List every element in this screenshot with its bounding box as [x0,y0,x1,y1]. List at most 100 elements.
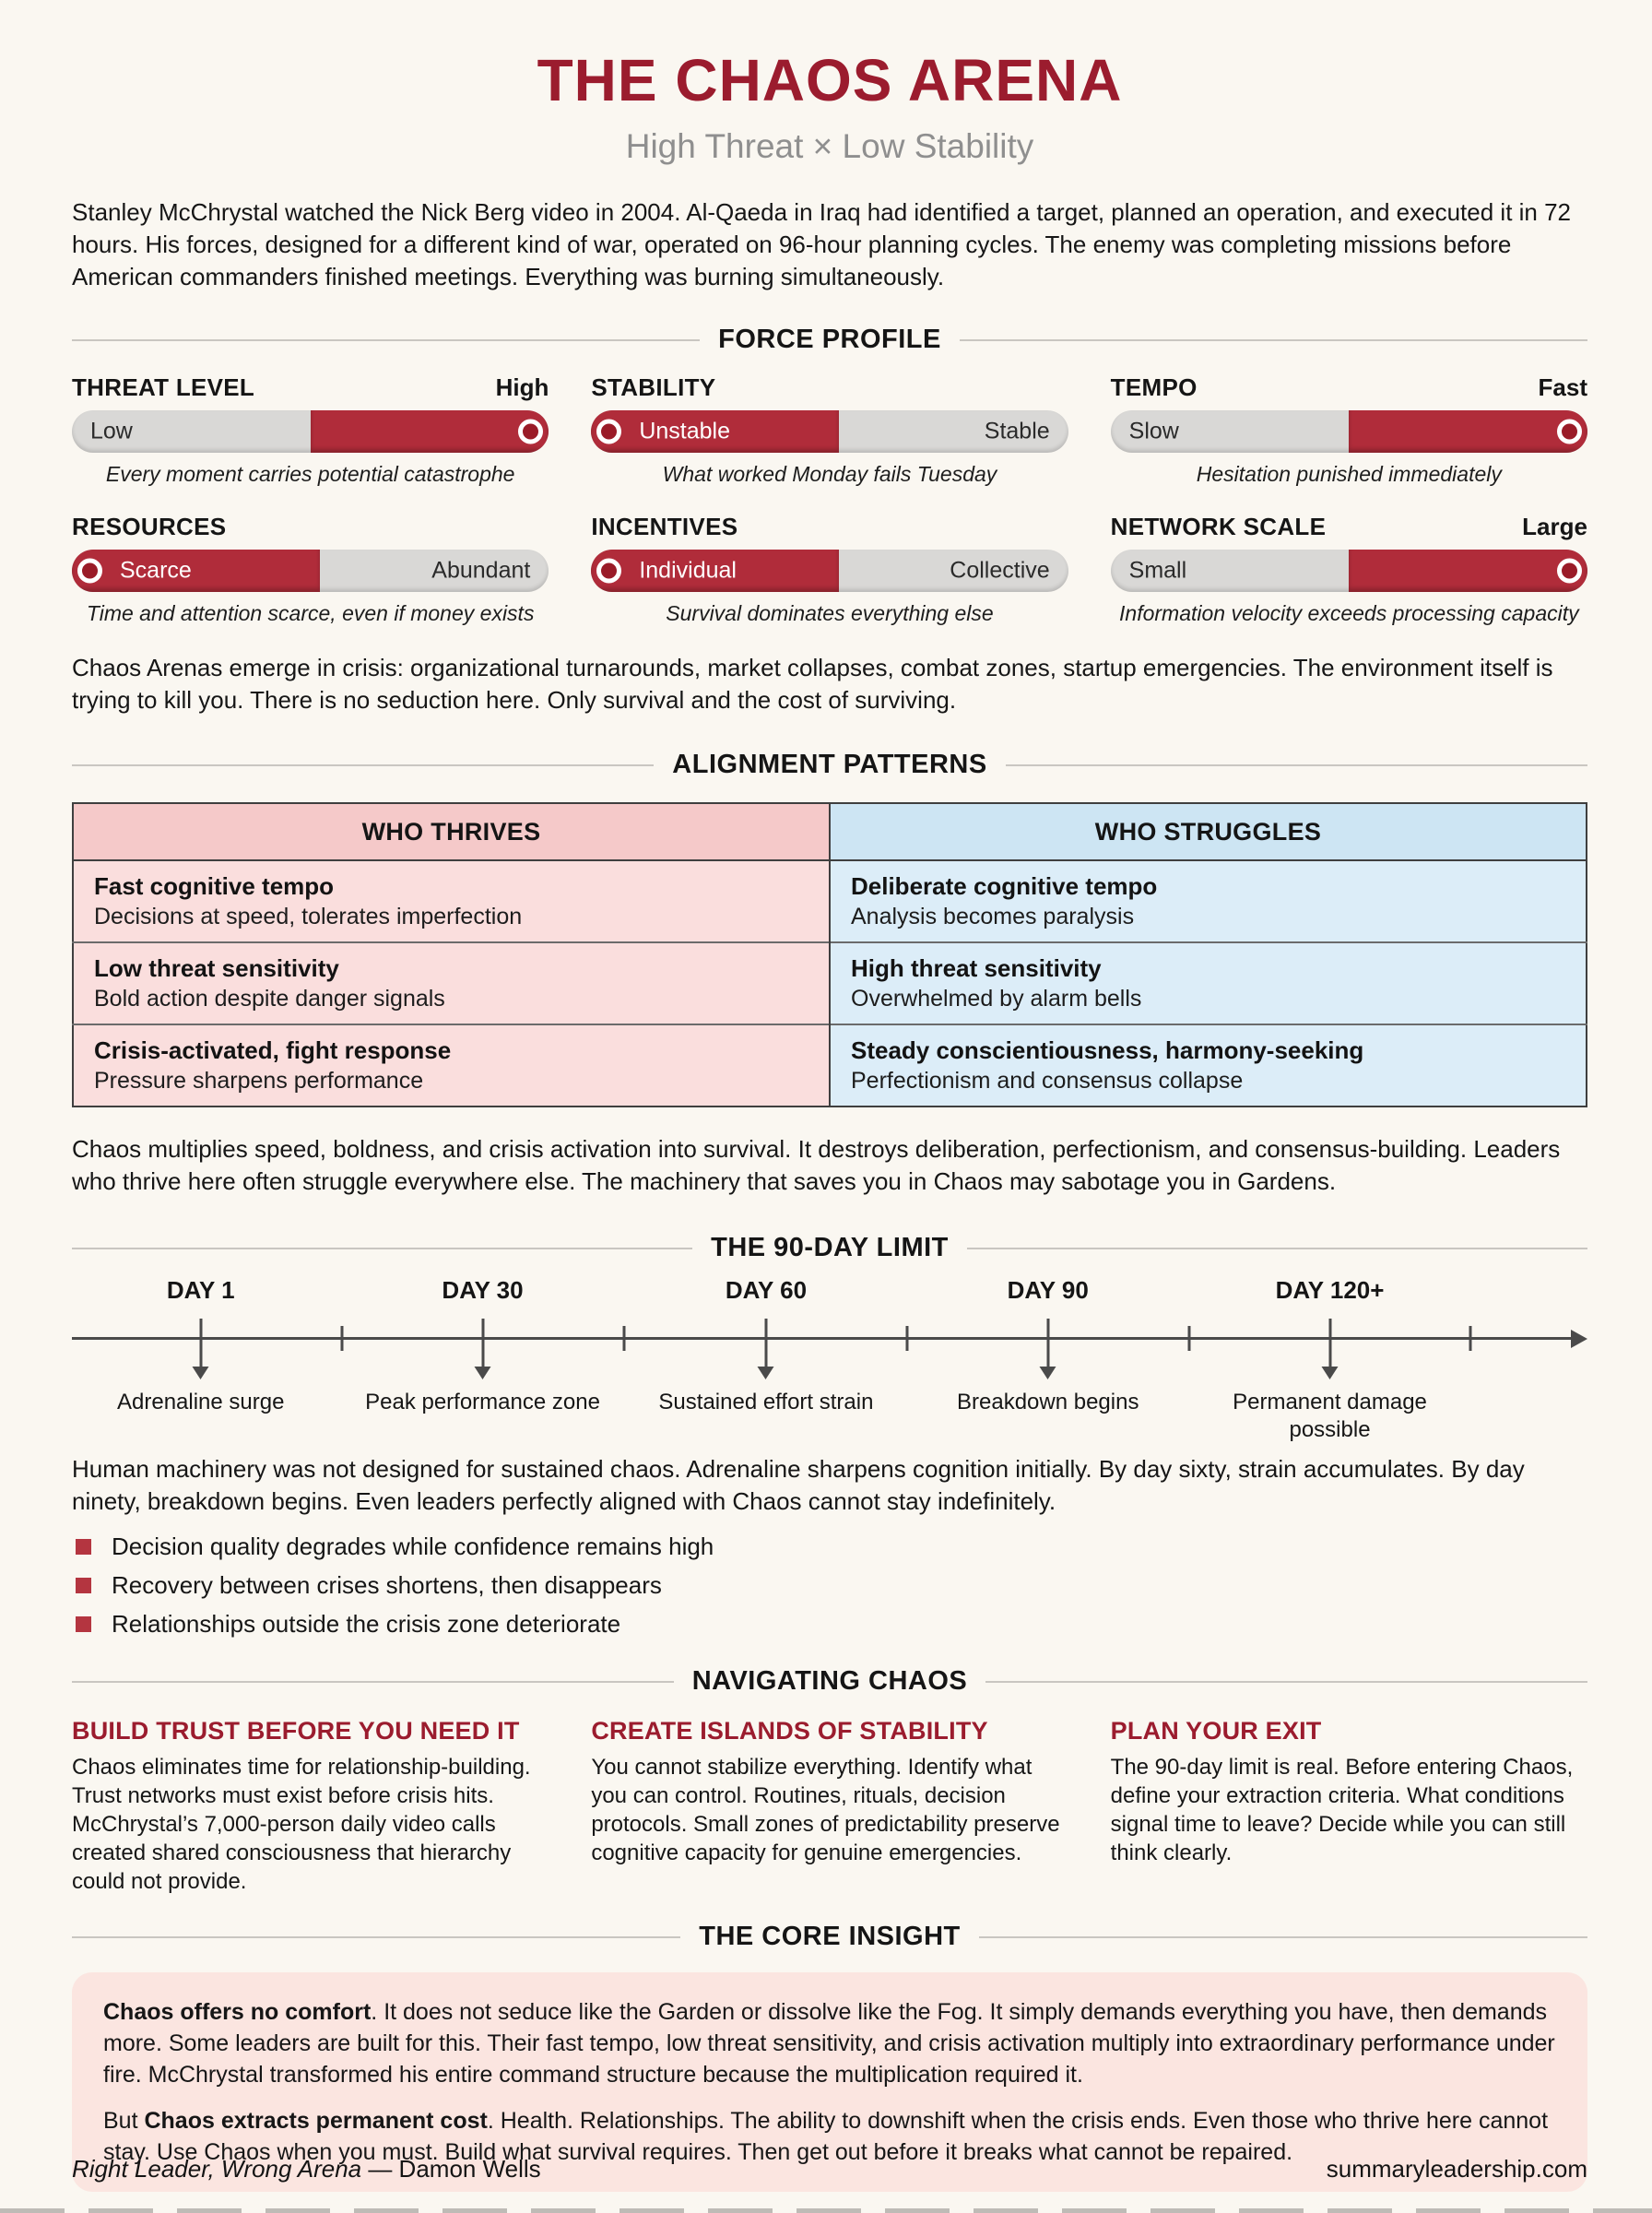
stability-slider: Unstable Stable [591,410,1068,453]
source-author: — Damon Wells [361,2155,541,2183]
slider-track-label: Low [90,418,133,444]
cell-desc: Bold action despite danger signals [94,986,445,1012]
source-attribution: Right Leader, Wrong Arena — Damon Wells [72,2155,541,2183]
slider-fill [591,410,840,453]
cell-desc: Perfectionism and consensus collapse [851,1068,1244,1094]
slider-fill [310,410,549,453]
struggles-cell: Steady conscientiousness, harmony-seekin… [830,1024,1587,1106]
core-insight-box: Chaos offers no comfort. It does not sed… [72,1972,1587,2192]
slider-knob-label: Scarce [120,557,192,584]
timeline-arrowhead-icon [1571,1329,1587,1348]
timeline-milestone-label: Permanent damage possible [1233,1390,1427,1442]
slider-track-label: Small [1128,557,1187,584]
divider-line [985,1680,1588,1683]
timeline-tick [1187,1326,1191,1351]
slider-knob [518,419,544,444]
divider-line [72,1680,674,1683]
metric-header: TEMPO Fast [1111,373,1587,403]
thrives-cell: Fast cognitive tempo Decisions at speed,… [73,859,831,942]
metric-header: INCENTIVES [591,513,1068,542]
nav-column-title: BUILD TRUST BEFORE YOU NEED IT [72,1717,520,1745]
divider-line [72,1935,681,1938]
metric-caption: Hesitation punished immediately [1196,462,1502,486]
bullet-square-icon [76,1578,91,1593]
page-subtitle: High Threat × Low Stability [625,127,1034,165]
alignment-table: WHO THRIVES WHO STRUGGLES Fast cognitive… [72,802,1587,1107]
metric-caption: What worked Monday fails Tuesday [662,462,997,486]
nav-column-title: CREATE ISLANDS OF STABILITY [591,1717,988,1745]
metric-caption: Survival dominates everything else [666,601,994,625]
timeline-axis [72,1319,1587,1389]
metric-value-label: Fast [1538,373,1587,401]
bullet-square-icon [76,1616,91,1632]
slider-knob-label: Individual [639,557,737,584]
insight-text: . Health. Relationships. The ability to … [103,2108,1549,2165]
bullet-text: Recovery between crises shortens, then d… [112,1571,662,1599]
timeline-day: DAY 1 [166,1276,235,1304]
metric-header: THREAT LEVEL High [72,373,549,403]
nav-column-build-trust: BUILD TRUST BEFORE YOU NEED IT Chaos eli… [72,1717,549,1896]
column-header-who-thrives: WHO THRIVES [73,803,831,861]
cell-title: Steady conscientiousness, harmony-seekin… [851,1036,1364,1064]
metric-resources: RESOURCES Scarce Abundant Time and atten… [72,513,549,626]
navigating-chaos-heading: NAVIGATING CHAOS [691,1666,968,1696]
timeline-down-arrow-icon [1328,1319,1332,1367]
alignment-patterns-heading: ALIGNMENT PATTERNS [672,750,987,779]
list-item: Relationships outside the crisis zone de… [76,1610,1587,1639]
ninety-day-timeline: DAY 1 DAY 30 DAY 60 DAY 90 DAY 120+ Adre… [72,1276,1587,1444]
struggles-cell: Deliberate cognitive tempo Analysis beco… [830,859,1587,942]
slider-knob [596,419,622,444]
resources-slider: Scarce Abundant [72,550,549,592]
divider-line [966,1247,1587,1249]
source-book-title: Right Leader, Wrong Arena [72,2155,362,2183]
cell-title: High threat sensitivity [851,954,1102,982]
divider-line [72,338,701,341]
timeline-day: DAY 90 [1007,1276,1089,1304]
timeline-tick [340,1326,344,1351]
insight-text: . It does not seduce like the Garden or … [103,1999,1555,2088]
divider-line [978,1935,1588,1938]
table-row: Low threat sensitivity Bold action despi… [73,941,1587,1024]
core-insight-paragraph: But Chaos extracts permanent cost. Healt… [103,2105,1556,2168]
timeline-milestone-label: Adrenaline surge [117,1390,285,1414]
alignment-outro: Chaos multiplies speed, boldness, and cr… [72,1135,1561,1195]
degradation-bullet-list: Decision quality degrades while confiden… [72,1533,1587,1639]
insight-bold-lead: Chaos offers no comfort [103,1999,372,2025]
timeline-down-arrow-icon [764,1319,768,1367]
bullet-square-icon [76,1539,91,1555]
website-link[interactable]: summaryleadership.com [1326,2155,1587,2183]
timeline-down-arrow-icon [1046,1319,1050,1367]
nav-column-body: You cannot stabilize everything. Identif… [591,1755,1060,1865]
slider-fill [72,550,320,592]
timeline-day: DAY 60 [725,1276,808,1304]
cell-title: Crisis-activated, fight response [94,1036,452,1064]
bullet-text: Decision quality degrades while confiden… [112,1533,714,1560]
nav-column-body: Chaos eliminates time for relationship-b… [72,1755,531,1894]
metric-name: INCENTIVES [591,513,738,540]
slider-track-label: Abundant [431,557,531,584]
nav-column-islands-of-stability: CREATE ISLANDS OF STABILITY You cannot s… [591,1717,1068,1896]
metric-caption: Every moment carries potential catastrop… [105,462,515,486]
page-title: THE CHAOS ARENA [537,47,1123,113]
insight-text: But [103,2108,145,2134]
timeline-down-arrow-icon [199,1319,203,1367]
network-scale-slider: Small [1110,550,1587,592]
metric-name: TEMPO [1110,373,1198,401]
bullet-text: Relationships outside the crisis zone de… [112,1610,621,1638]
list-item: Decision quality degrades while confiden… [76,1533,1587,1561]
slider-knob [596,558,622,584]
table-row: Fast cognitive tempo Decisions at speed,… [73,859,1587,942]
page-footer: Right Leader, Wrong Arena — Damon Wells … [72,2155,1587,2183]
threat-level-slider: Low [72,410,549,453]
insight-bold-lead: Chaos extracts permanent cost [144,2108,488,2134]
force-profile-outro: Chaos Arenas emerge in crisis: organizat… [72,654,1553,714]
timeline-tick [622,1326,626,1351]
metric-name: STABILITY [591,373,716,401]
divider-line [72,1247,693,1249]
table-header-row: WHO THRIVES WHO STRUGGLES [73,803,1587,861]
navigating-columns: BUILD TRUST BEFORE YOU NEED IT Chaos eli… [72,1717,1587,1896]
page-bottom-edge [0,2208,1652,2213]
timeline-tick [905,1326,909,1351]
section-head-force-profile: FORCE PROFILE [72,325,1588,355]
